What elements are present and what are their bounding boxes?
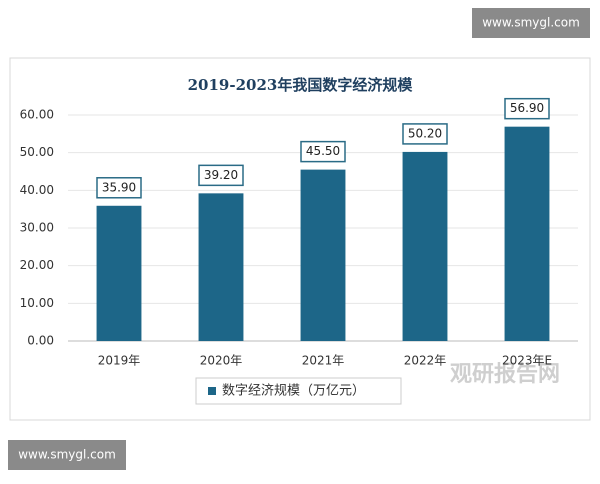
value-label: 56.90 bbox=[510, 101, 544, 115]
legend-label: 数字经济规模（万亿元） bbox=[222, 384, 365, 399]
y-tick-label: 60.00 bbox=[20, 108, 54, 122]
y-tick-label: 10.00 bbox=[20, 296, 54, 310]
x-tick-label: 2022年 bbox=[404, 354, 447, 368]
watermark: www.smygl.com bbox=[482, 16, 580, 30]
value-label-box bbox=[96, 177, 142, 199]
bar bbox=[96, 205, 142, 341]
y-tick-label: 50.00 bbox=[20, 145, 54, 159]
legend-swatch bbox=[208, 387, 216, 395]
y-tick-label: 20.00 bbox=[20, 258, 54, 272]
x-tick-label: 2021年 bbox=[302, 354, 345, 368]
value-label-box bbox=[504, 97, 550, 120]
bar bbox=[402, 151, 448, 341]
x-tick-label: 2023年E bbox=[502, 354, 552, 368]
legend-box bbox=[195, 377, 402, 405]
y-tick-label: 30.00 bbox=[20, 221, 54, 235]
value-label-box bbox=[300, 140, 346, 163]
x-tick-label: 2020年 bbox=[200, 354, 243, 368]
y-tick-label: 40.00 bbox=[20, 183, 54, 197]
chart-title: 2019-2023年我国数字经济规模 bbox=[188, 76, 414, 94]
watermark-box bbox=[472, 8, 590, 38]
bar bbox=[300, 169, 346, 341]
watermark: www.smygl.com bbox=[18, 448, 116, 462]
value-label: 50.20 bbox=[408, 126, 442, 140]
value-label: 39.20 bbox=[204, 168, 238, 182]
watermark: 观研报告网 bbox=[450, 362, 560, 387]
bar bbox=[198, 193, 244, 341]
bar bbox=[504, 126, 550, 341]
value-label: 45.50 bbox=[306, 144, 340, 158]
x-tick-label: 2019年 bbox=[98, 354, 141, 368]
y-tick-label: 0.00 bbox=[27, 334, 54, 348]
value-label: 35.90 bbox=[102, 180, 136, 194]
watermark-box bbox=[8, 440, 126, 470]
value-label-box bbox=[402, 123, 448, 145]
value-label-box bbox=[198, 164, 244, 187]
